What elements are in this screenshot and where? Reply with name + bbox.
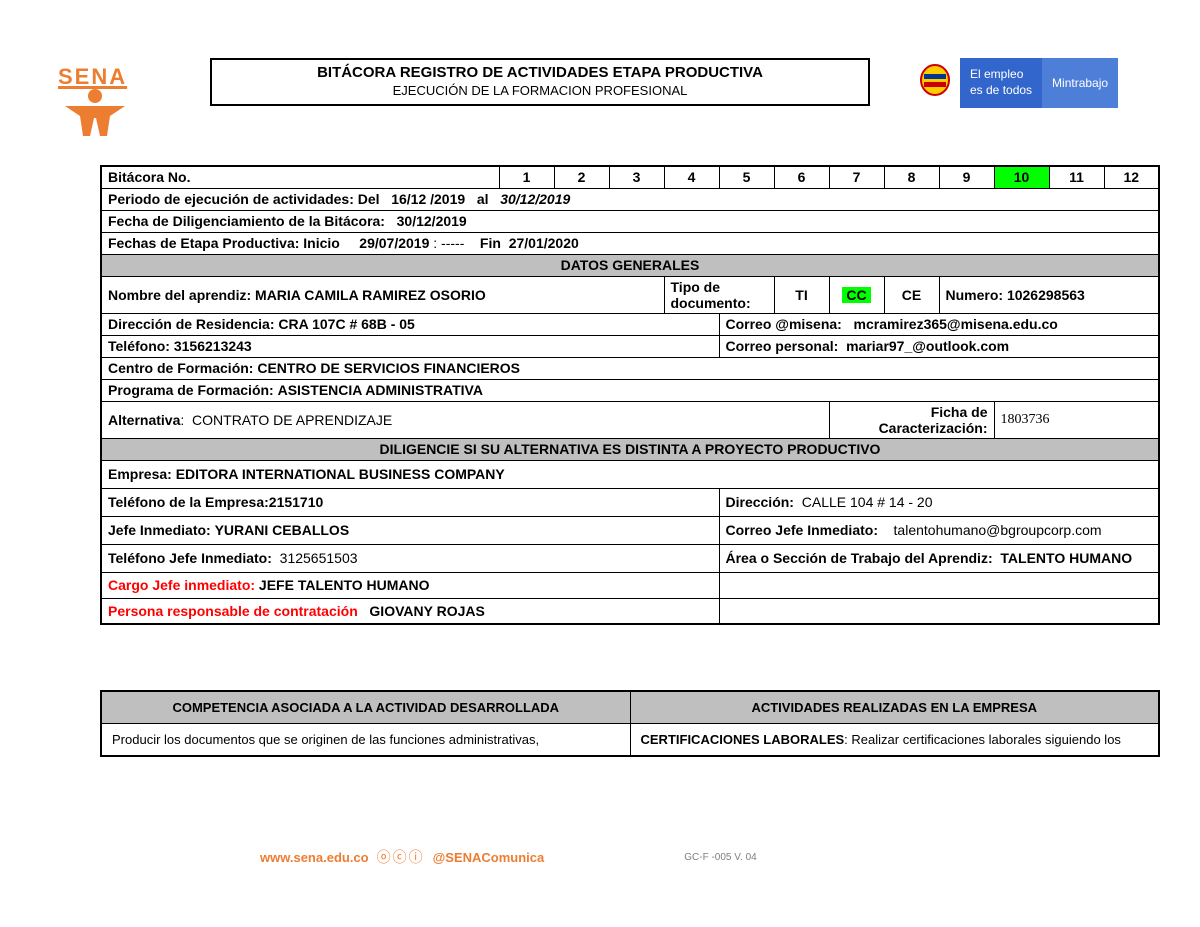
area-row: Área o Sección de Trabajo del Aprendiz: …: [719, 544, 1159, 572]
empleo-line2: es de todos: [970, 83, 1032, 99]
aprendiz-row: Nombre del aprendiz: MARIA CAMILA RAMIRE…: [101, 276, 1159, 313]
activity-col1-row: Producir los documentos que se originen …: [101, 724, 630, 757]
bitacora-num-10: 10: [994, 166, 1049, 188]
bitacora-num-11: 11: [1049, 166, 1104, 188]
empleo-line1: El empleo: [970, 67, 1032, 83]
periodo-row: Periodo de ejecución de actividades: Del…: [101, 188, 1159, 210]
main-form-table: Bitácora No. 1 2 3 4 5 6 7 8 9 10 11 12 …: [100, 165, 1160, 625]
ficha-label: Ficha de Caracterización:: [829, 401, 994, 438]
section-diligencie: DILIGENCIE SI SU ALTERNATIVA ES DISTINTA…: [101, 438, 1159, 460]
cargo-jefe-row: Cargo Jefe inmediato: JEFE TALENTO HUMAN…: [101, 572, 719, 598]
bitacora-num-2: 2: [554, 166, 609, 188]
footer-code: GC-F -005 V. 04: [684, 852, 756, 863]
colombia-shield-icon: [910, 58, 960, 108]
document-header: SENA BITÁCORA REGISTRO DE ACTIVIDADES ET…: [40, 58, 1160, 138]
bitacora-label: Bitácora No.: [101, 166, 499, 188]
footer-social-icons: ⓞⓒⓘ: [377, 847, 425, 867]
doc-numero: Numero: 1026298563: [939, 276, 1159, 313]
jefe-row: Jefe Inmediato: YURANI CEBALLOS: [101, 516, 719, 544]
bitacora-num-9: 9: [939, 166, 994, 188]
activity-col1-header: COMPETENCIA ASOCIADA A LA ACTIVIDAD DESA…: [101, 691, 630, 724]
footer-url: www.sena.edu.co: [260, 850, 369, 865]
doc-cc: CC: [829, 276, 884, 313]
document-footer: www.sena.edu.co ⓞⓒⓘ @SENAComunica GC-F -…: [260, 847, 1100, 867]
bitacora-num-8: 8: [884, 166, 939, 188]
direccion-row: Dirección de Residencia: CRA 107C # 68B …: [101, 313, 719, 335]
gov-badges: El empleo es de todos Mintrabajo: [910, 58, 1118, 108]
mintrabajo-badge: Mintrabajo: [1042, 58, 1118, 108]
fechas-etapa-row: Fechas de Etapa Productiva: Inicio 29/07…: [101, 232, 1159, 254]
bitacora-num-5: 5: [719, 166, 774, 188]
document-subtitle: EJECUCIÓN DE LA FORMACION PROFESIONAL: [232, 83, 848, 98]
persona-resp-row: Persona responsable de contratación GIOV…: [101, 598, 719, 624]
bitacora-num-3: 3: [609, 166, 664, 188]
bitacora-num-12: 12: [1104, 166, 1159, 188]
bitacora-num-6: 6: [774, 166, 829, 188]
bitacora-num-4: 4: [664, 166, 719, 188]
fecha-dilig-row: Fecha de Diligenciamiento de la Bitácora…: [101, 210, 1159, 232]
activity-table: COMPETENCIA ASOCIADA A LA ACTIVIDAD DESA…: [100, 690, 1160, 757]
cargo-jefe-empty: [719, 572, 1159, 598]
telefono-row: Teléfono: 3156213243: [101, 335, 719, 357]
ficha-value: 1803736: [994, 401, 1159, 438]
sena-person-icon: [60, 88, 130, 138]
centro-row: Centro de Formación: CENTRO DE SERVICIOS…: [101, 357, 1159, 379]
correo-misena-row: Correo @misena: mcramirez365@misena.edu.…: [719, 313, 1159, 335]
doc-ti: TI: [774, 276, 829, 313]
footer-handle: @SENAComunica: [433, 850, 545, 865]
tipo-doc-label: Tipo de documento:: [664, 276, 774, 313]
bitacora-num-1: 1: [499, 166, 554, 188]
alternativa-row: Alternativa: CONTRATO DE APRENDIZAJE: [101, 401, 829, 438]
title-box: BITÁCORA REGISTRO DE ACTIVIDADES ETAPA P…: [210, 58, 870, 106]
dir-empresa-row: Dirección: CALLE 104 # 14 - 20: [719, 488, 1159, 516]
bitacora-num-7: 7: [829, 166, 884, 188]
section-datos-generales: DATOS GENERALES: [101, 254, 1159, 276]
document-title: BITÁCORA REGISTRO DE ACTIVIDADES ETAPA P…: [232, 64, 848, 81]
empresa-row: Empresa: EDITORA INTERNATIONAL BUSINESS …: [101, 460, 1159, 488]
empleo-badge: El empleo es de todos: [960, 58, 1042, 108]
correo-personal-row: Correo personal: mariar97_@outlook.com: [719, 335, 1159, 357]
activity-col2-row: CERTIFICACIONES LABORALES: Realizar cert…: [630, 724, 1159, 757]
doc-ce: CE: [884, 276, 939, 313]
programa-row: Programa de Formación: ASISTENCIA ADMINI…: [101, 379, 1159, 401]
correo-jefe-row: Correo Jefe Inmediato: talentohumano@bgr…: [719, 516, 1159, 544]
tel-jefe-row: Teléfono Jefe Inmediato: 3125651503: [101, 544, 719, 572]
activity-col2-header: ACTIVIDADES REALIZADAS EN LA EMPRESA: [630, 691, 1159, 724]
bitacora-row: Bitácora No. 1 2 3 4 5 6 7 8 9 10 11 12: [101, 166, 1159, 188]
persona-resp-empty: [719, 598, 1159, 624]
sena-logo: SENA: [40, 50, 150, 140]
sena-logo-text: SENA: [58, 64, 127, 90]
tel-empresa-row: Teléfono de la Empresa:2151710: [101, 488, 719, 516]
